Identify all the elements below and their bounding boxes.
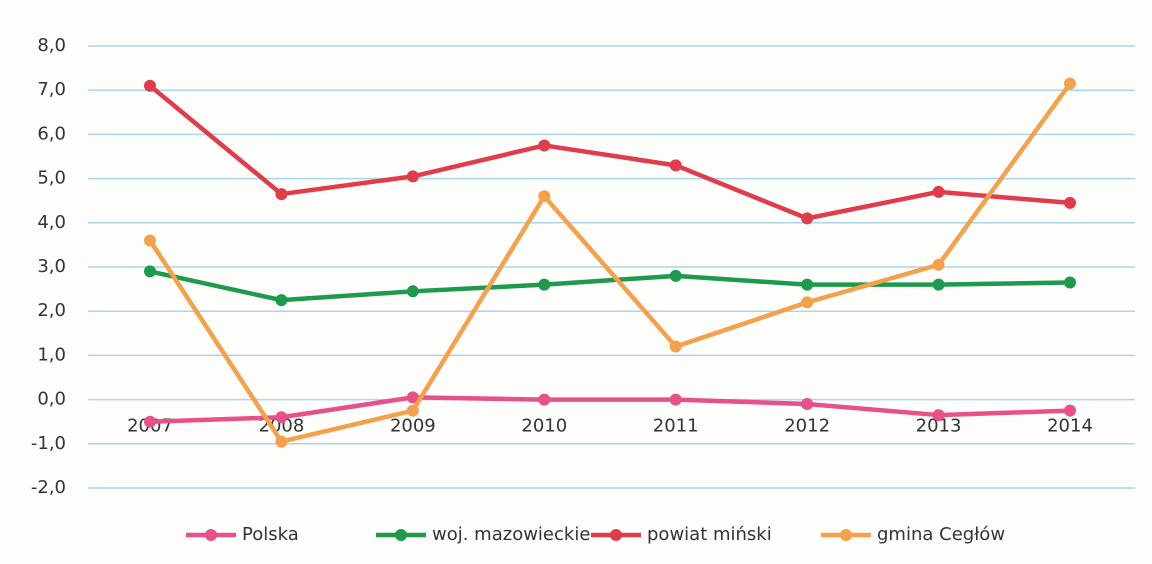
point (275, 435, 288, 448)
point (406, 391, 419, 404)
series-line (148, 82, 1072, 444)
point (275, 411, 288, 424)
legend-label: gmina Cegłów (877, 524, 1005, 545)
y-tick-label: -1,0 (31, 433, 66, 454)
x-tick-label: 2014 (1047, 416, 1093, 437)
point (1064, 77, 1076, 90)
point (406, 404, 419, 417)
point (801, 278, 814, 291)
point (275, 188, 288, 201)
point (406, 285, 419, 298)
point (538, 393, 551, 406)
point (144, 79, 156, 92)
point (801, 212, 814, 225)
legend-label: powiat miński (647, 524, 772, 545)
point (144, 415, 156, 428)
series-line (149, 395, 1071, 424)
x-tick-label: 2013 (916, 416, 962, 437)
legend-marker (205, 529, 217, 541)
x-tick-label: 2009 (390, 416, 436, 437)
legend-marker (840, 529, 852, 541)
point (669, 269, 682, 282)
point (538, 139, 551, 152)
legend-label: Polska (242, 524, 299, 545)
y-tick-label: 7,0 (37, 79, 66, 100)
legend-marker (395, 529, 407, 541)
legend-label: woj. mazowieckie (432, 524, 590, 545)
point (1064, 196, 1076, 209)
y-tick-label: 5,0 (37, 168, 66, 189)
point (669, 159, 682, 172)
point (932, 409, 945, 422)
y-tick-label: 8,0 (37, 35, 66, 56)
point (932, 278, 945, 291)
point (801, 296, 814, 309)
point (144, 234, 156, 247)
point (1064, 404, 1076, 417)
x-tick-label: 2011 (653, 416, 699, 437)
point (932, 258, 945, 271)
x-tick-label: 2010 (521, 416, 567, 437)
point (144, 265, 156, 278)
point (538, 190, 551, 203)
point (932, 185, 945, 198)
y-tick-label: -2,0 (31, 477, 66, 498)
point (406, 170, 419, 183)
legend-marker (610, 529, 622, 541)
series-line (149, 269, 1071, 303)
point (801, 398, 814, 411)
y-tick-label: 2,0 (37, 300, 66, 321)
series-line (148, 84, 1071, 221)
point (669, 340, 682, 353)
y-tick-label: 0,0 (37, 389, 66, 410)
y-tick-label: 4,0 (37, 212, 66, 233)
y-tick-label: 3,0 (37, 256, 66, 277)
point (538, 278, 551, 291)
y-tick-label: 6,0 (37, 123, 66, 144)
x-tick-label: 2012 (784, 416, 830, 437)
point (669, 393, 682, 406)
point (275, 294, 288, 307)
point (1064, 276, 1076, 289)
y-tick-label: 1,0 (37, 344, 66, 365)
